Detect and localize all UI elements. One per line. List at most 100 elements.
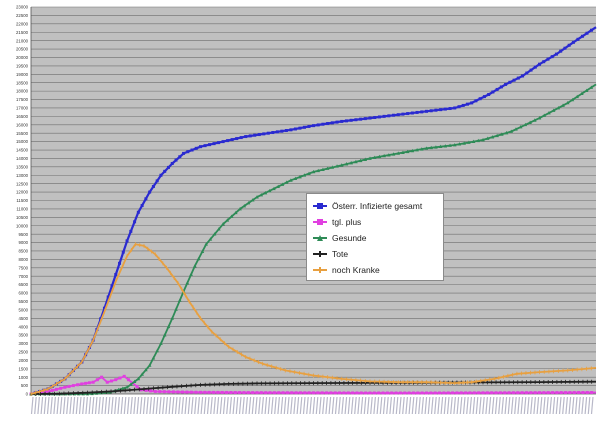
data-point [231, 138, 234, 141]
data-point [238, 391, 241, 394]
data-point [399, 391, 402, 394]
data-point [163, 390, 166, 393]
y-tick-label: 22500 [16, 13, 29, 18]
data-point [156, 179, 159, 182]
data-point [508, 391, 511, 394]
data-point [354, 118, 357, 121]
data-point [491, 90, 494, 93]
y-tick-label: 6000 [18, 291, 28, 296]
data-point [508, 81, 511, 84]
data-point [373, 116, 376, 119]
data-point [298, 127, 301, 130]
data-point [175, 159, 178, 162]
data-point [466, 103, 469, 106]
data-point [258, 133, 261, 136]
y-tick-label: 19000 [16, 72, 29, 77]
data-point [137, 211, 140, 214]
data-point [148, 191, 151, 194]
data-point [172, 390, 175, 393]
data-point [88, 381, 91, 384]
data-point [538, 391, 541, 394]
data-point [260, 391, 263, 394]
y-tick-label: 20500 [16, 47, 29, 52]
y-tick-label: 21000 [16, 38, 29, 43]
legend-item-tote: Tote [313, 246, 439, 262]
data-point [334, 391, 337, 394]
data-point [490, 391, 493, 394]
data-point [345, 119, 348, 122]
data-point [185, 391, 188, 394]
data-point [267, 132, 270, 135]
data-point [325, 391, 328, 394]
y-tick-label: 12000 [16, 190, 29, 195]
data-point [460, 391, 463, 394]
data-point [534, 391, 537, 394]
data-point [92, 381, 95, 384]
data-point [495, 391, 498, 394]
legend-swatch-gesunde [313, 237, 327, 239]
data-point [149, 389, 152, 392]
data-point [203, 391, 206, 394]
data-point [546, 58, 549, 61]
data-point [217, 141, 220, 144]
data-point [264, 391, 267, 394]
data-point [455, 391, 458, 394]
data-point [555, 53, 558, 56]
data-point [159, 174, 162, 177]
data-point [473, 391, 476, 394]
data-point [222, 140, 225, 143]
data-point [386, 391, 389, 394]
y-tick-label: 5500 [18, 299, 28, 304]
data-point [369, 391, 372, 394]
data-point [336, 121, 339, 124]
data-point [312, 391, 315, 394]
y-tick-label: 1500 [18, 366, 28, 371]
data-point [457, 105, 460, 108]
data-point [269, 391, 272, 394]
data-point [114, 378, 117, 381]
y-tick-label: 4500 [18, 316, 28, 321]
data-point [477, 391, 480, 394]
data-point [479, 97, 482, 100]
data-point [453, 106, 456, 109]
data-point [152, 185, 155, 188]
data-point [421, 391, 424, 394]
data-point [76, 383, 79, 386]
y-tick-label: 3000 [18, 341, 28, 346]
data-point [559, 50, 562, 53]
legend-label-tote: Tote [332, 249, 348, 259]
data-point [486, 391, 489, 394]
data-point [425, 391, 428, 394]
data-point [425, 110, 428, 113]
data-point [186, 150, 189, 153]
data-point [378, 115, 381, 118]
data-point [307, 125, 310, 128]
data-point [447, 391, 450, 394]
legend-label-infizierte: Österr. Infizierte gesamt [332, 201, 422, 211]
data-point [240, 136, 243, 139]
data-point [468, 391, 471, 394]
data-point [397, 113, 400, 116]
data-point [434, 109, 437, 112]
data-point [390, 391, 393, 394]
data-point [199, 391, 202, 394]
data-point [226, 139, 229, 142]
data-point [401, 113, 404, 116]
legend-swatch-tgl-plus [313, 221, 327, 223]
data-point [295, 391, 298, 394]
data-point [167, 390, 170, 393]
data-point [364, 117, 367, 120]
data-point [229, 391, 232, 394]
data-point [290, 391, 293, 394]
data-point [204, 144, 207, 147]
data-point [294, 127, 297, 130]
data-point [529, 391, 532, 394]
data-point [585, 32, 588, 35]
data-point [171, 162, 174, 165]
data-point [235, 137, 238, 140]
data-point [408, 391, 411, 394]
data-point [158, 390, 161, 393]
data-point [576, 38, 579, 41]
y-tick-label: 17500 [16, 97, 29, 102]
